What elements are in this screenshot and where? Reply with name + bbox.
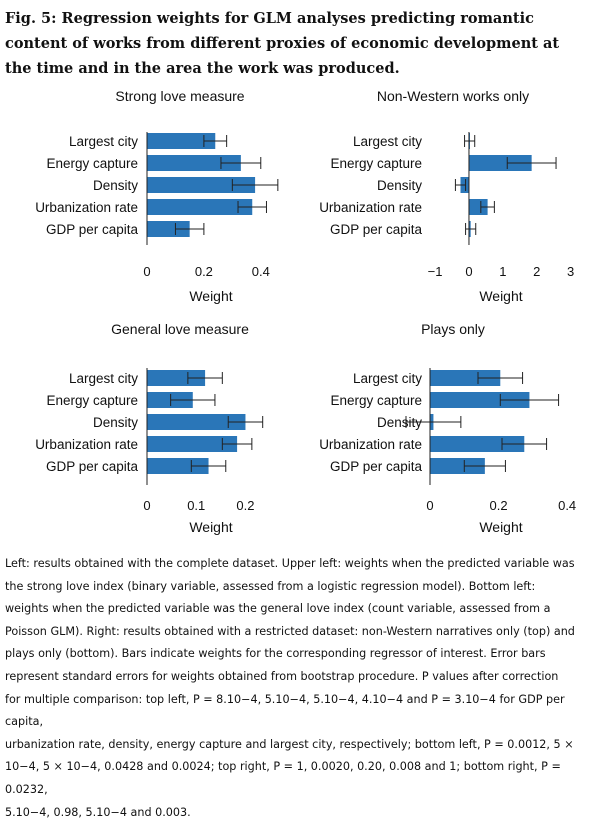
bar-density — [147, 177, 256, 193]
x-tick-label: 0.2 — [490, 498, 508, 513]
bar-urbanization-rate — [430, 436, 525, 452]
x-tick-label: 0.1 — [187, 498, 205, 513]
category-label: Energy capture — [330, 156, 422, 171]
category-label: Largest city — [353, 371, 422, 386]
x-tick-label: 3 — [567, 264, 574, 279]
x-tick-label: 2 — [533, 264, 540, 279]
bar-urbanization-rate — [147, 436, 238, 452]
x-tick-label: 0 — [465, 264, 472, 279]
charts-area: Strong love measure Largest city Energy ca… — [35, 88, 576, 535]
bar-energy-capture — [147, 155, 241, 171]
category-label: Urbanization rate — [319, 437, 422, 452]
category-label: GDP per capita — [46, 222, 139, 237]
x-axis-label: Weight — [479, 288, 522, 304]
x-tick-label: 0.4 — [558, 498, 576, 513]
category-label: GDP per capita — [46, 459, 139, 474]
figure-title-text: Regression weights for GLM analyses pred… — [5, 10, 560, 77]
caption-line: 10−4, 5 × 10−4, 0.0428 and 0.0024; top r… — [5, 760, 561, 796]
x-tick-label: 1 — [499, 264, 506, 279]
caption-line: 5.10−4, 0.98, 5.10−4 and 0.003. — [5, 805, 191, 819]
bar-gdp-per-capita — [147, 458, 209, 474]
x-tick-label: 0.4 — [252, 264, 270, 279]
x-tick-label: 0 — [426, 498, 433, 513]
category-label: Urbanization rate — [35, 437, 138, 452]
category-label: Energy capture — [46, 393, 138, 408]
category-label: Density — [93, 415, 138, 430]
bar-urbanization-rate — [147, 199, 253, 215]
x-axis-label: Weight — [189, 288, 232, 304]
bar-largest-city — [430, 370, 501, 386]
category-label: GDP per capita — [330, 459, 423, 474]
category-label: Largest city — [69, 134, 138, 149]
category-label: Energy capture — [46, 156, 138, 171]
bar-energy-capture — [147, 392, 193, 408]
caption-line: urbanization rate, density, energy captu… — [5, 737, 574, 751]
bar-energy-capture — [468, 155, 532, 171]
figure-title: Fig. 5: Regression weights for GLM analy… — [5, 6, 590, 81]
caption-line: Left: results obtained with the complete… — [5, 557, 575, 570]
chart-title: General love measure — [111, 321, 249, 337]
caption-line: represent standard errors for weights ob… — [5, 669, 559, 683]
x-tick-label: 0.2 — [236, 498, 254, 513]
category-label: Density — [93, 178, 138, 193]
category-label: Urbanization rate — [35, 200, 138, 215]
caption-line: Poisson GLM). Right: results obtained wi… — [5, 624, 575, 638]
caption-line: plays only (bottom). Bars indicate weigh… — [5, 647, 546, 661]
x-axis-label: Weight — [189, 519, 232, 535]
bar-urbanization-rate — [468, 199, 488, 215]
category-label: GDP per capita — [330, 222, 423, 237]
category-label: Largest city — [353, 134, 422, 149]
bar-gdp-per-capita — [147, 221, 190, 237]
x-tick-label: 0 — [143, 498, 150, 513]
x-tick-label: 0 — [143, 264, 150, 279]
x-tick-label: 0.2 — [195, 264, 213, 279]
bar-largest-city — [147, 370, 206, 386]
caption-line: weights when the predicted variable was … — [5, 602, 551, 616]
category-label: Density — [377, 415, 422, 430]
caption-line: the strong love index (binary variable, … — [5, 579, 536, 593]
bar-largest-city — [147, 133, 216, 149]
chart-title: Plays only — [421, 321, 485, 337]
bar-density — [147, 414, 246, 430]
figure-caption: Left: results obtained with the complete… — [5, 553, 593, 824]
category-label: Energy capture — [330, 393, 422, 408]
caption-line: for multiple comparison: top left, P = 8… — [5, 692, 565, 729]
bar-energy-capture — [430, 392, 530, 408]
x-axis-label: Weight — [479, 519, 522, 535]
category-label: Largest city — [69, 371, 138, 386]
category-label: Density — [377, 178, 422, 193]
bar-gdp-per-capita — [430, 458, 485, 474]
category-label: Urbanization rate — [319, 200, 422, 215]
chart-title: Strong love measure — [115, 88, 244, 104]
figure-label: Fig. 5: — [5, 10, 57, 27]
x-tick-label: −1 — [428, 264, 443, 279]
chart-title: Non-Western works only — [377, 88, 529, 104]
